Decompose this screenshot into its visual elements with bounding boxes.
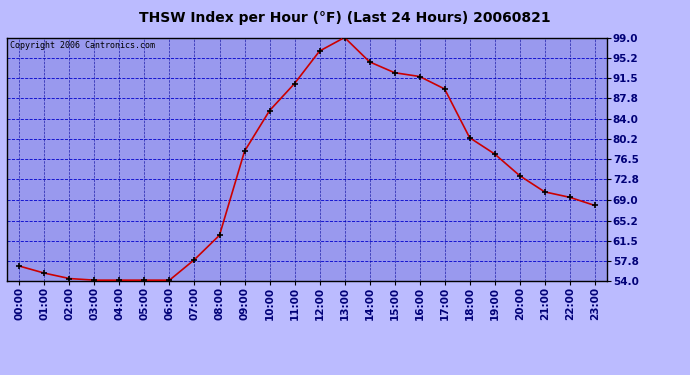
Text: THSW Index per Hour (°F) (Last 24 Hours) 20060821: THSW Index per Hour (°F) (Last 24 Hours)… [139,11,551,25]
Text: Copyright 2006 Cantronics.com: Copyright 2006 Cantronics.com [10,41,155,50]
